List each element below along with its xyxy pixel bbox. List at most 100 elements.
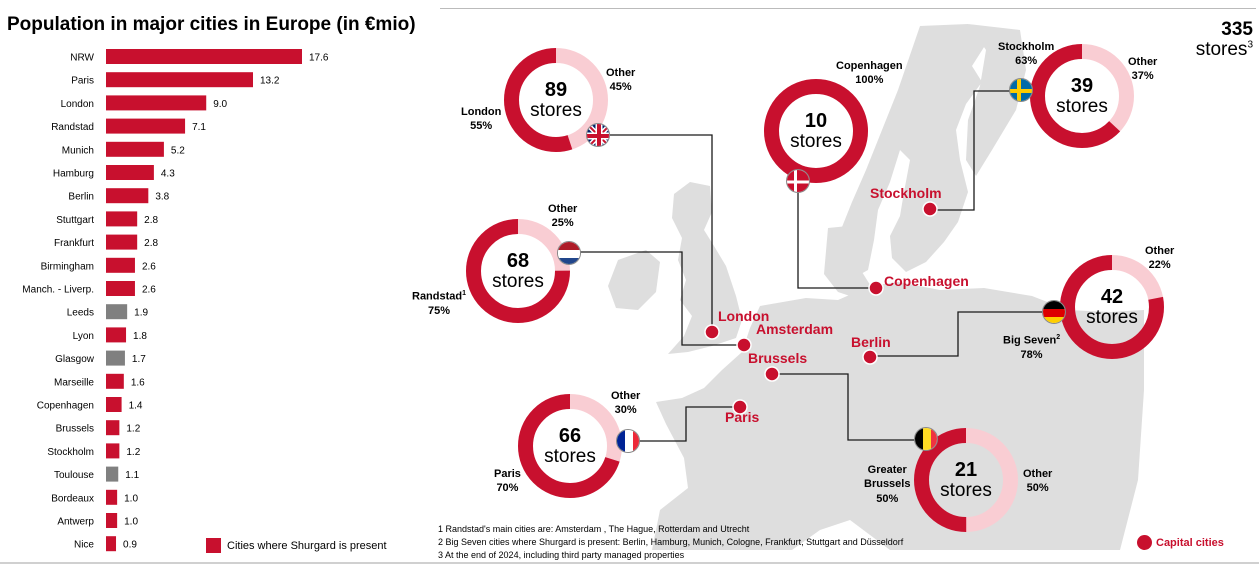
europe-map <box>580 24 1144 550</box>
connector-brussels <box>777 373 920 441</box>
nl-main-share: Randstad1 75% <box>412 289 466 318</box>
fr-main-pct: 70% <box>496 482 519 495</box>
land-ireland <box>608 250 660 310</box>
bar <box>106 141 164 157</box>
bar-value-label: 1.8 <box>133 331 147 342</box>
total-stores-note: 3 <box>1247 39 1253 51</box>
donut-de-count: 42 <box>1100 285 1124 308</box>
bar-category-label: Munich <box>62 145 94 156</box>
total-stores-count: 335 <box>1221 19 1253 40</box>
total-stores: 335 stores3 <box>1196 20 1253 60</box>
donut-fr-count: 66 <box>558 424 582 447</box>
legend-swatch <box>206 538 221 553</box>
land-corsica <box>894 518 908 548</box>
connector-paris <box>630 406 740 442</box>
se-main-share: Stockholm 63% <box>998 40 1054 69</box>
bar-category-label: Lyon <box>73 331 94 342</box>
fr-flag-icon <box>616 429 640 453</box>
dk-main-share: Copenhagen 100% <box>836 59 903 88</box>
connector-berlin <box>870 311 1043 357</box>
bar <box>106 304 128 320</box>
city-label-paris: Paris <box>725 409 760 425</box>
be-main-label-2: Brussels <box>864 478 911 491</box>
uk-main-pct: 55% <box>470 120 493 133</box>
brussels-dot <box>764 366 780 382</box>
bar <box>106 234 138 250</box>
dk-main-pct: 100% <box>855 74 884 87</box>
bar <box>106 420 120 436</box>
amsterdam-dot <box>736 337 752 353</box>
paris-dot <box>732 399 748 415</box>
legend-label: Cities where Shurgard is present <box>227 539 387 552</box>
donut-dk: 10 stores <box>764 79 868 183</box>
nl-other-share: Other 25% <box>548 202 577 231</box>
uk-flag-icon <box>586 123 610 147</box>
de-main-note: 2 <box>1056 334 1061 341</box>
se-other-pct: 37% <box>1131 70 1154 83</box>
fr-other-share: Other 30% <box>611 389 640 418</box>
bar-category-label: Bordeaux <box>51 493 94 504</box>
bar <box>106 443 120 459</box>
top-rule <box>440 8 1256 9</box>
land-continent <box>652 282 1144 550</box>
donut-dk-count: 10 <box>804 109 828 132</box>
bar-value-label: 7.1 <box>192 122 206 133</box>
de-main-pct: 78% <box>1020 348 1043 361</box>
bar-value-label: 2.6 <box>142 261 156 272</box>
bar-category-label: Stuttgart <box>56 215 94 226</box>
de-other-share: Other 22% <box>1145 244 1174 273</box>
bar-category-label: Manch. - Liverp. <box>22 285 94 296</box>
bar <box>106 466 119 482</box>
donut-main-segment <box>764 79 868 183</box>
donut-se-count: 39 <box>1070 74 1094 97</box>
donut-nl-count: 68 <box>506 249 530 272</box>
chart-title: Population in major cities in Europe (in… <box>7 14 416 35</box>
bar-category-label: Brussels <box>56 424 94 435</box>
bar-category-label: Birmingham <box>41 261 94 272</box>
bar <box>106 211 138 227</box>
se-other-label: Other <box>1128 56 1158 68</box>
donut-de: 42 stores <box>1060 255 1164 359</box>
nl-main-note: 1 <box>462 290 467 297</box>
de-other-label: Other <box>1145 245 1175 257</box>
nl-main-label: Randstad <box>412 290 463 303</box>
bar-category-label: Randstad <box>51 122 94 133</box>
city-label-stockholm: Stockholm <box>870 185 942 201</box>
de-other-pct: 22% <box>1148 259 1171 272</box>
donut-uk-ring <box>504 48 608 152</box>
bar-category-label: Stockholm <box>47 447 94 458</box>
bar-category-label: London <box>61 99 94 110</box>
bar-value-label: 1.1 <box>125 470 139 481</box>
bar <box>106 513 118 528</box>
bar <box>106 72 253 88</box>
connector-lines <box>580 90 1043 442</box>
be-other-pct: 50% <box>1026 482 1049 495</box>
bar <box>106 536 117 552</box>
bar <box>106 95 207 111</box>
bar-category-label: Frankfurt <box>54 238 94 249</box>
bar-value-label: 1.2 <box>126 447 140 458</box>
be-main-pct: 50% <box>876 492 899 505</box>
uk-main-share: London 55% <box>461 105 501 134</box>
capital-dots <box>704 201 938 415</box>
se-flag-icon <box>1009 78 1033 102</box>
land-finland <box>966 24 1026 176</box>
donut-main-segment <box>466 219 570 323</box>
berlin-dot <box>862 349 878 365</box>
bar <box>106 327 127 343</box>
bar-value-label: 0.9 <box>123 540 137 551</box>
city-label-brussels: Brussels <box>748 350 808 366</box>
bar <box>106 489 118 505</box>
land-scandinavia <box>836 24 986 280</box>
donut-de-ring <box>1060 255 1164 359</box>
bar-value-label: 1.4 <box>129 401 143 412</box>
bar-value-label: 1.0 <box>124 517 138 528</box>
donut-main-segment <box>1060 255 1164 359</box>
bar-category-label: Antwerp <box>57 517 94 528</box>
bar-value-label: 13.2 <box>260 76 280 87</box>
bar <box>106 350 125 366</box>
city-label-berlin: Berlin <box>851 334 891 350</box>
bar-category-label: Hamburg <box>53 169 94 180</box>
bar-value-label: 2.6 <box>142 285 156 296</box>
bar-category-label: Paris <box>71 76 94 87</box>
